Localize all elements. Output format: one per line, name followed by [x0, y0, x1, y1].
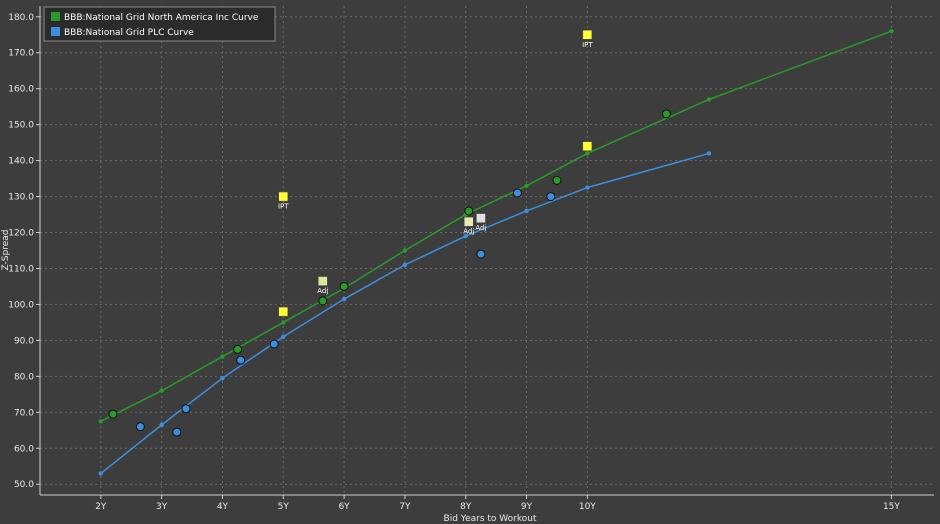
grid — [40, 6, 934, 495]
bond-point — [135, 422, 145, 432]
y-tick-label: 170.0 — [8, 49, 34, 59]
y-tick-label: 120.0 — [8, 229, 34, 239]
curve-node — [402, 248, 408, 253]
bond-point — [339, 281, 349, 291]
annotation-label: Adj — [475, 224, 486, 232]
legend-label-plc: BBB:National Grid PLC Curve — [64, 28, 194, 38]
x-axis-title: Bid Years to Workout — [444, 514, 537, 524]
y-tick-label: 90.0 — [14, 336, 34, 346]
bond-point — [108, 409, 118, 419]
annotation-marker — [582, 30, 593, 40]
bond-point — [512, 188, 522, 198]
curve-node — [159, 388, 164, 393]
y-axis-ticks: 50.0 60.0 70.0 80.0 90.0 100.0 110.0 120.0 130.0… — [8, 13, 40, 490]
annotation-marker — [278, 191, 289, 202]
curve-node — [889, 28, 894, 34]
legend-label-north-america: BBB:National Grid North America Inc Curv… — [64, 13, 259, 23]
y-tick-label: 50.0 — [14, 480, 34, 490]
curve-node — [281, 320, 286, 325]
x-tick-label: 7Y — [399, 502, 411, 512]
y-tick-label: 160.0 — [8, 85, 34, 95]
curve-node — [98, 471, 104, 476]
bond-point — [181, 404, 191, 414]
bond-point — [661, 109, 671, 119]
y-axis-title: Z-Spread — [1, 230, 11, 271]
y-tick-label: 110.0 — [8, 264, 34, 274]
series-0 — [98, 28, 894, 424]
curve-node — [706, 97, 712, 102]
y-tick-label: 130.0 — [8, 193, 34, 203]
bond-point — [269, 339, 279, 349]
curve-node — [281, 334, 286, 339]
bond-point — [318, 296, 328, 306]
bond-point — [552, 175, 562, 185]
legend-box — [43, 6, 276, 42]
x-tick-label: 6Y — [338, 502, 350, 512]
x-tick-label: 9Y — [521, 502, 533, 512]
annotation-marker — [464, 216, 474, 227]
curve-node — [706, 151, 712, 156]
annotation-label: Adj — [317, 287, 328, 295]
y-tick-label: 150.0 — [8, 121, 34, 131]
bond-point — [464, 206, 474, 216]
x-tick-label: 3Y — [156, 502, 168, 512]
x-tick-label: 10Y — [579, 502, 596, 512]
bond-point — [546, 192, 556, 202]
curve-node — [463, 233, 468, 239]
x-tick-label: 2Y — [95, 502, 107, 512]
series-curve-line — [100, 152, 710, 475]
annotation-marker — [476, 213, 486, 223]
curve-node — [341, 296, 347, 302]
curve-node — [220, 375, 225, 381]
curve-node — [585, 185, 590, 190]
annotation-marker — [582, 141, 593, 151]
y-tick-label: 180.0 — [8, 13, 34, 23]
bond-point — [233, 344, 243, 354]
y-tick-label: 80.0 — [14, 372, 34, 382]
curve-node — [98, 419, 104, 424]
bond-point — [172, 427, 182, 437]
y-tick-label: 70.0 — [14, 408, 34, 418]
annotation-label: Adj — [463, 228, 474, 236]
legend-swatch-green — [51, 12, 60, 21]
x-tick-label: 15Y — [883, 502, 900, 512]
x-axis-ticks: 2Y 3Y 4Y 5Y 6Y 7Y 8Y 9Y 10Y 15Y — [95, 495, 900, 512]
bond-point — [476, 249, 486, 259]
x-tick-label: 4Y — [217, 502, 229, 512]
curve-node — [220, 354, 225, 359]
curve-node — [524, 208, 529, 214]
series — [98, 28, 894, 476]
y-tick-label: 100.0 — [8, 300, 34, 310]
series-1 — [98, 151, 712, 476]
x-tick-label: 8Y — [460, 502, 472, 512]
x-tick-label: 5Y — [278, 502, 290, 512]
curve-node — [585, 151, 590, 156]
legend[interactable]: BBB:National Grid North America Inc Curv… — [43, 6, 276, 42]
annotation-marker — [278, 306, 289, 317]
annotation-label: IPT — [278, 203, 289, 211]
legend-swatch-blue — [51, 27, 60, 36]
curve-node — [159, 422, 164, 428]
curve-node — [524, 183, 529, 188]
annotation-marker — [318, 276, 328, 286]
y-tick-label: 60.0 — [14, 444, 34, 454]
y-tick-label: 140.0 — [8, 157, 34, 167]
bond-point — [236, 355, 246, 365]
annotation-label: IPT — [582, 41, 593, 49]
curve-node — [402, 262, 408, 268]
